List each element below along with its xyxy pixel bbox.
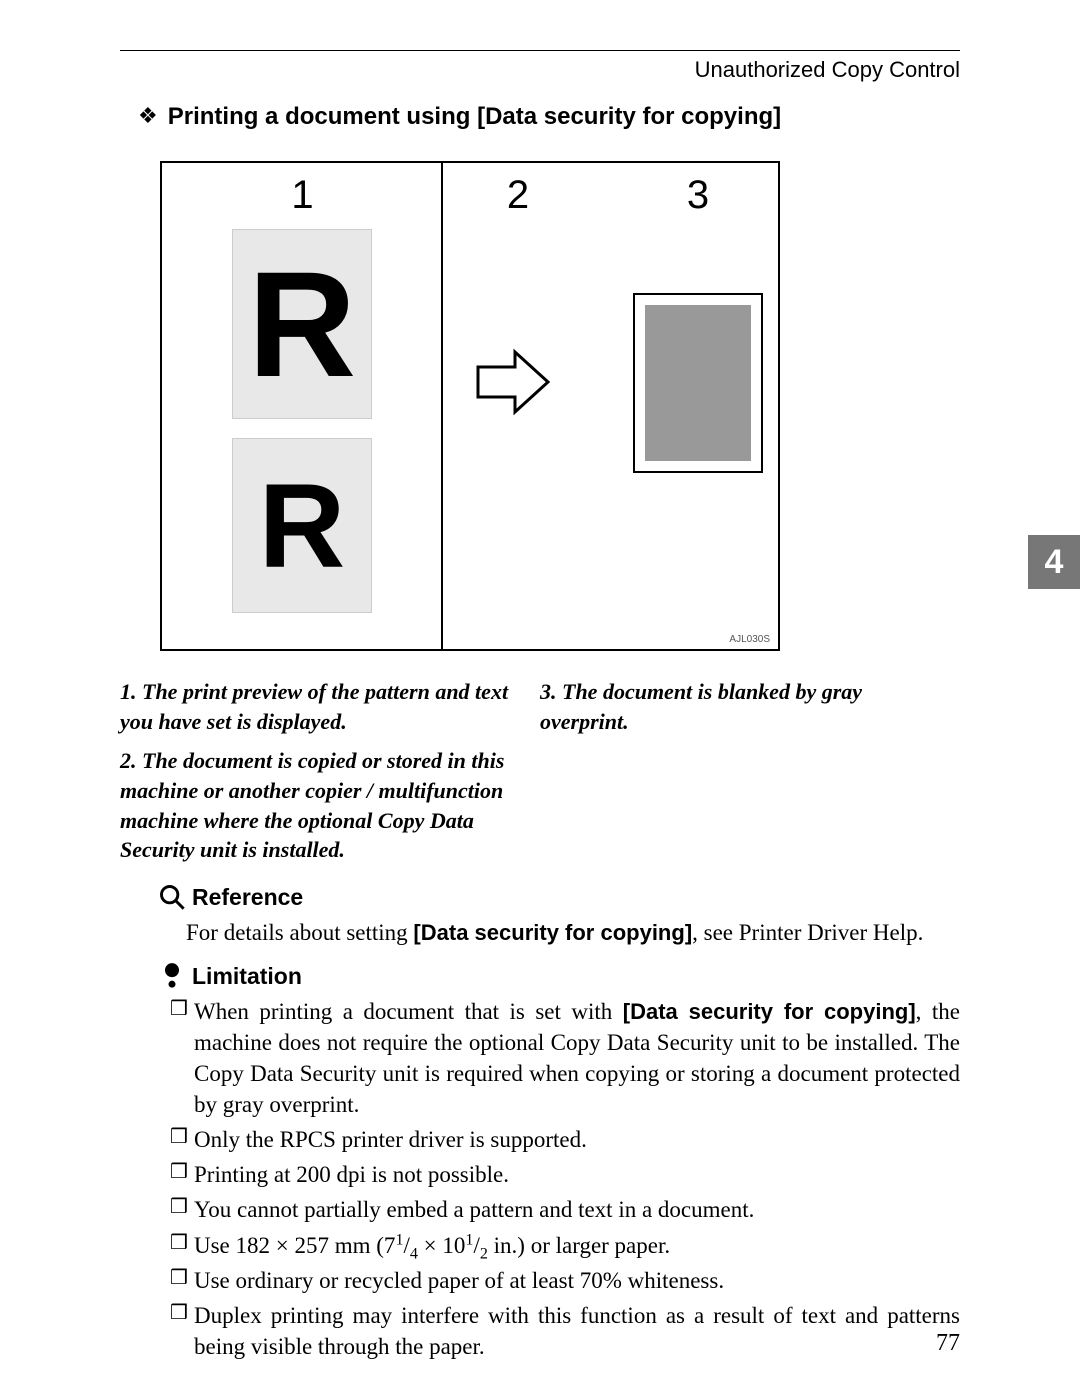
figure-caption: AJL030S bbox=[729, 634, 770, 645]
arrow-right-icon bbox=[473, 347, 553, 417]
fig-label-1: 1 bbox=[162, 163, 443, 218]
fig-letter-R: R bbox=[259, 466, 346, 586]
limitation-item: ❒You cannot partially embed a pattern an… bbox=[170, 1194, 960, 1225]
limitation-item-text: Printing at 200 dpi is not possible. bbox=[194, 1159, 960, 1190]
limitation-item: ❒Printing at 200 dpi is not possible. bbox=[170, 1159, 960, 1190]
page-number: 77 bbox=[936, 1330, 960, 1357]
limitation-item-text: Only the RPCS printer driver is supporte… bbox=[194, 1124, 960, 1155]
limitation-item: ❒Use 182 × 257 mm (71/4 × 101/2 in.) or … bbox=[170, 1230, 960, 1261]
limitation-item-text: When printing a document that is set wit… bbox=[194, 996, 960, 1120]
limitation-label: Limitation bbox=[192, 963, 302, 990]
limitation-item-text: Use ordinary or recycled paper of at lea… bbox=[194, 1265, 960, 1296]
chapter-tab: 4 bbox=[1028, 535, 1080, 589]
list-bullet-icon: ❒ bbox=[170, 1230, 194, 1261]
fig-label-2: 2 bbox=[443, 163, 593, 218]
list-bullet-icon: ❒ bbox=[170, 1265, 194, 1296]
fig-label-3: 3 bbox=[623, 163, 773, 218]
step-col-right: 3. The document is blanked by gray overp… bbox=[540, 677, 960, 865]
header-title: Unauthorized Copy Control bbox=[120, 57, 960, 83]
list-bullet-icon: ❒ bbox=[170, 1124, 194, 1155]
limitation-icon bbox=[158, 962, 186, 990]
fig-pattern-page-2: R bbox=[232, 438, 372, 613]
limitation-item: ❒Use ordinary or recycled paper of at le… bbox=[170, 1265, 960, 1296]
list-bullet-icon: ❒ bbox=[170, 1194, 194, 1225]
limitation-item: ❒Duplex printing may interfere with this… bbox=[170, 1300, 960, 1362]
limitation-item-text: You cannot partially embed a pattern and… bbox=[194, 1194, 960, 1225]
section-bullet-icon: ❖ bbox=[138, 103, 158, 129]
fig-gray-page bbox=[633, 293, 763, 473]
limitation-item-text: Use 182 × 257 mm (71/4 × 101/2 in.) or l… bbox=[194, 1230, 960, 1261]
fig-pattern-page-1: R bbox=[232, 229, 372, 419]
fig-letter-R: R bbox=[248, 249, 356, 399]
section-title: Printing a document using [Data security… bbox=[168, 103, 781, 131]
figure-diagram: 1 R R 2 3 AJL030S bbox=[160, 161, 780, 651]
section-title-row: ❖ Printing a document using [Data securi… bbox=[138, 103, 960, 131]
reference-text: For details about setting [Data security… bbox=[186, 917, 960, 948]
limitation-item: ❒Only the RPCS printer driver is support… bbox=[170, 1124, 960, 1155]
list-bullet-icon: ❒ bbox=[170, 1300, 194, 1362]
reference-icon bbox=[158, 883, 186, 911]
step-col-left: 1. The print preview of the pattern and … bbox=[120, 677, 540, 865]
limitation-item-text: Duplex printing may interfere with this … bbox=[194, 1300, 960, 1362]
reference-label: Reference bbox=[192, 884, 303, 911]
list-bullet-icon: ❒ bbox=[170, 996, 194, 1120]
list-bullet-icon: ❒ bbox=[170, 1159, 194, 1190]
limitation-item: ❒When printing a document that is set wi… bbox=[170, 996, 960, 1120]
limitation-list: ❒When printing a document that is set wi… bbox=[120, 996, 960, 1362]
